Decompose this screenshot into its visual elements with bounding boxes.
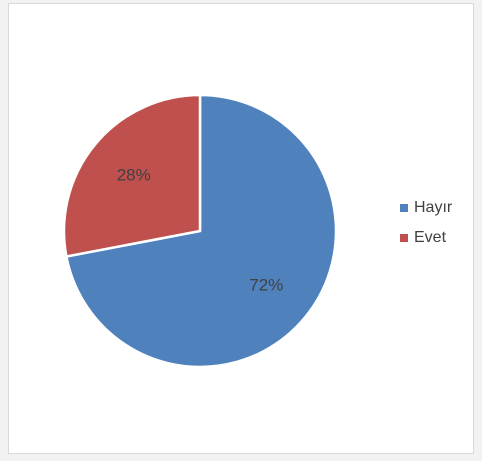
value-label-evet: 28% bbox=[117, 166, 151, 185]
legend-label-evet: Evet bbox=[414, 229, 447, 246]
pie-value-labels: 72% 28% bbox=[117, 166, 284, 295]
legend-item-hayir: Hayır bbox=[400, 197, 452, 219]
legend: Hayır Evet bbox=[400, 197, 452, 257]
legend-swatch-evet bbox=[400, 234, 408, 242]
value-label-hayir: 72% bbox=[249, 275, 283, 294]
legend-item-evet: Evet bbox=[400, 227, 452, 249]
pie-slice-evet bbox=[62, 93, 202, 258]
legend-swatch-hayir bbox=[400, 204, 408, 212]
chart-frame: 72% 28% Hayır Evet bbox=[8, 3, 474, 454]
legend-label-hayir: Hayır bbox=[414, 199, 453, 216]
pie-chart: 72% 28% bbox=[62, 93, 338, 369]
pie-slices bbox=[62, 93, 338, 369]
